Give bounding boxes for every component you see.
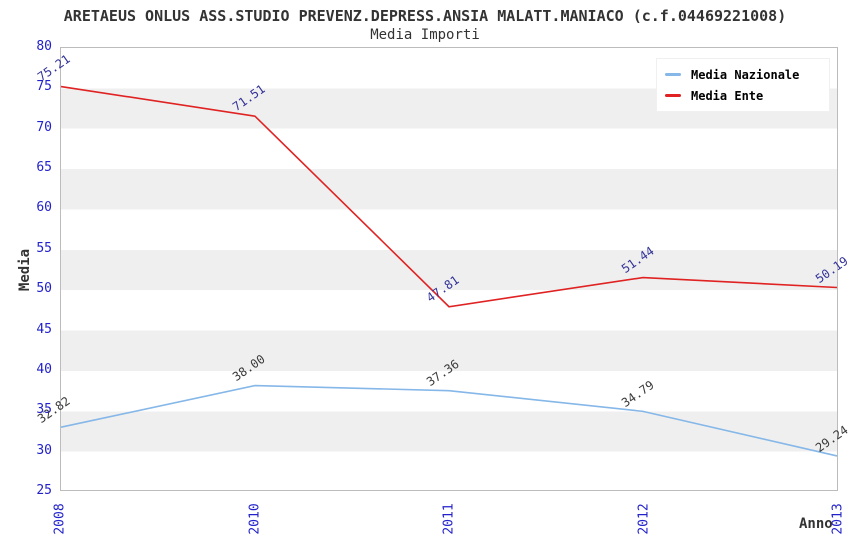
legend-line-swatch xyxy=(665,94,681,97)
x-tick-label: 2008 xyxy=(52,503,68,535)
series-line-media-ente xyxy=(60,85,838,308)
y-tick-label: 60 xyxy=(36,200,52,216)
y-tick-label: 55 xyxy=(36,240,52,256)
y-tick-label: 40 xyxy=(36,361,52,377)
line-chart-svg xyxy=(60,85,838,457)
chart-subtitle: Media Importi xyxy=(370,27,480,43)
y-tick-label: 25 xyxy=(36,483,52,498)
legend-item-media-nazionale: Media Nazionale xyxy=(665,64,821,85)
y-tick-label: 70 xyxy=(36,119,52,135)
x-tick-label: 2013 xyxy=(830,503,846,535)
y-tick-label: 45 xyxy=(36,321,52,337)
y-tick-label: 65 xyxy=(36,160,52,176)
x-axis-title: Anno xyxy=(799,516,833,532)
y-tick-label: 35 xyxy=(36,402,52,418)
y-tick-label: 50 xyxy=(36,281,52,297)
y-tick-label: 30 xyxy=(36,442,52,458)
chart-title: ARETAEUS ONLUS ASS.STUDIO PREVENZ.DEPRES… xyxy=(63,7,787,25)
plot-area: 32.82 38.00 37.36 34.79 29.24 75.21 71.51 47.81… xyxy=(35,47,850,491)
x-tick-label: 2011 xyxy=(441,503,457,535)
series-line-media-nazionale xyxy=(60,384,838,457)
x-tick-label: 2012 xyxy=(636,503,651,535)
legend-label: Media Nazionale xyxy=(691,67,800,82)
legend-item-media-ente: Media Ente xyxy=(665,85,821,106)
y-tick-label: 80 xyxy=(36,39,52,54)
x-tick-label: 2010 xyxy=(247,503,262,535)
legend-line-swatch xyxy=(665,73,681,76)
y-tick-label: 75 xyxy=(36,79,52,95)
legend: Media Nazionale Media Ente xyxy=(656,58,830,112)
legend-label: Media Ente xyxy=(691,88,764,103)
